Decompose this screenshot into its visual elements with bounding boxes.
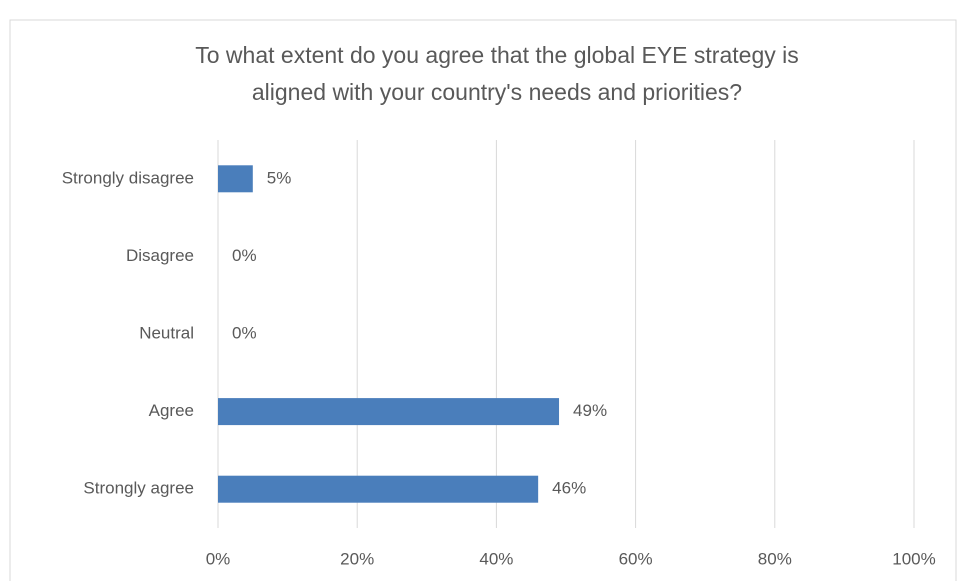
x-tick-label: 60% (619, 549, 653, 568)
y-tick-label: Agree (149, 401, 194, 420)
x-tick-label: 20% (340, 549, 374, 568)
bar (218, 165, 253, 193)
data-label: 46% (552, 479, 586, 498)
x-tick-label: 40% (479, 549, 513, 568)
chart-title: aligned with your country's needs and pr… (252, 79, 742, 105)
bar (218, 398, 560, 426)
chart-title: To what extent do you agree that the glo… (195, 42, 798, 68)
y-tick-label: Strongly disagree (62, 168, 194, 187)
y-tick-label: Strongly agree (83, 479, 194, 498)
data-label: 49% (573, 401, 607, 420)
x-tick-label: 80% (758, 549, 792, 568)
bar (218, 475, 539, 503)
data-label: 5% (267, 168, 292, 187)
data-label: 0% (232, 246, 257, 265)
data-label: 0% (232, 323, 257, 342)
x-tick-label: 0% (206, 549, 231, 568)
y-tick-label: Neutral (139, 323, 194, 342)
x-tick-label: 100% (892, 549, 935, 568)
y-tick-label: Disagree (126, 246, 194, 265)
